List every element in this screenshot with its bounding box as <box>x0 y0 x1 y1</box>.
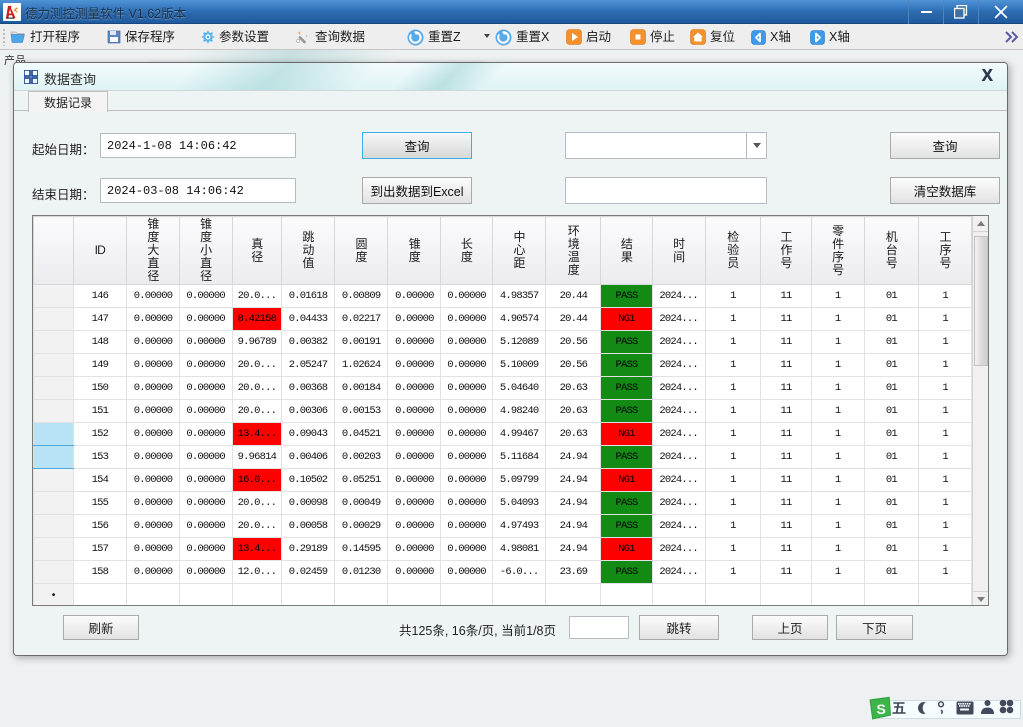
svg-text:S: S <box>876 701 885 717</box>
